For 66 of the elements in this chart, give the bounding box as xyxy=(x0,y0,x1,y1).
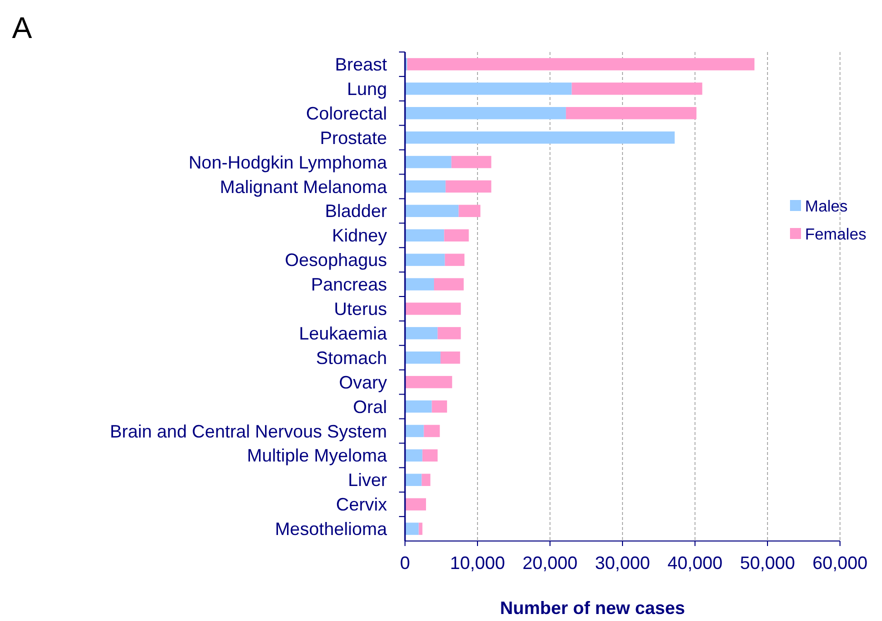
x-tick-label: 40,000 xyxy=(667,553,723,573)
y-tick-label: Kidney xyxy=(332,226,387,246)
bar xyxy=(405,376,452,388)
bar xyxy=(405,156,452,168)
bar xyxy=(405,474,422,486)
bar xyxy=(405,449,422,462)
x-tick-label: 50,000 xyxy=(740,553,796,573)
x-tick-label: 10,000 xyxy=(450,553,506,573)
y-tick-label: Ovary xyxy=(338,372,387,392)
x-tick-label: 60,000 xyxy=(812,553,868,573)
bar xyxy=(405,302,461,315)
x-tick-label: 0 xyxy=(400,553,410,573)
bar xyxy=(572,82,702,95)
bar xyxy=(444,229,469,242)
y-tick-label: Leukaemia xyxy=(298,323,388,344)
y-tick-label: Cervix xyxy=(336,494,387,515)
bar xyxy=(422,449,438,462)
bar xyxy=(424,424,440,438)
bar xyxy=(444,254,464,266)
bar xyxy=(566,107,696,120)
bar xyxy=(440,352,460,364)
bar xyxy=(418,522,422,535)
y-tick-label: Multiple Myeloma xyxy=(246,446,388,466)
bar xyxy=(405,327,438,340)
y-tick-label: Pancreas xyxy=(310,274,387,295)
y-tick-label: Liver xyxy=(348,470,388,490)
bar xyxy=(438,327,461,340)
y-tick-label: Brain and Central Nervous System xyxy=(110,421,387,442)
bar xyxy=(405,204,459,218)
y-tick-label: Oral xyxy=(352,396,387,417)
y-tick-label: Stomach xyxy=(316,348,387,368)
x-tick-label: 30,000 xyxy=(594,553,650,573)
bar xyxy=(405,352,441,364)
bar xyxy=(432,400,448,413)
bar xyxy=(405,498,426,510)
y-tick-label: Bladder xyxy=(324,201,387,222)
bar xyxy=(405,522,419,535)
y-tick-label: Breast xyxy=(334,54,387,75)
y-tick-label: Uterus xyxy=(334,299,387,320)
x-tick-label: 20,000 xyxy=(522,553,578,573)
bar xyxy=(434,278,464,290)
legend-label: Females xyxy=(805,226,866,244)
y-tick-label: Non-Hodgkin Lymphoma xyxy=(188,152,388,172)
bar xyxy=(405,424,424,438)
bar xyxy=(451,156,492,168)
bar xyxy=(458,204,480,218)
bar xyxy=(405,107,566,120)
bar xyxy=(405,131,675,144)
bar xyxy=(405,180,446,193)
y-tick-label: Oesophagus xyxy=(284,250,387,270)
bar xyxy=(405,82,572,95)
x-axis-title: Number of new cases xyxy=(500,598,686,618)
y-tick-label: Lung xyxy=(346,78,387,99)
bar xyxy=(405,229,444,242)
bar xyxy=(407,58,754,70)
y-tick-label: Malignant Melanoma xyxy=(220,176,388,197)
bar xyxy=(446,180,492,193)
legend-label: Males xyxy=(805,198,848,216)
bar xyxy=(405,278,434,290)
y-tick-label: Prostate xyxy=(320,128,387,148)
y-tick-label: Mesothelioma xyxy=(274,519,388,540)
bar xyxy=(405,254,445,266)
text: A xyxy=(12,12,32,45)
bar xyxy=(405,400,432,413)
bar xyxy=(422,474,430,486)
y-tick-label: Colorectal xyxy=(306,103,387,124)
